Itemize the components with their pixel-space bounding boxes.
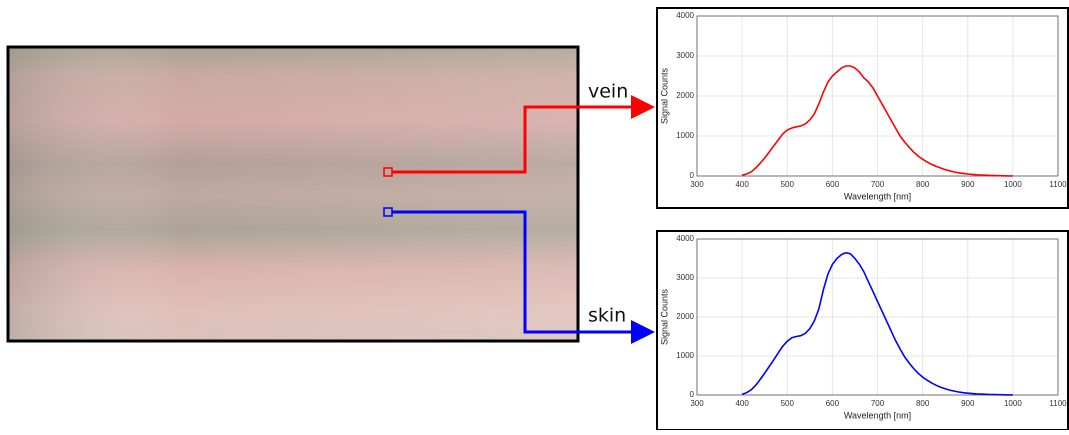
y-tick-label: 0 [690, 390, 695, 399]
y-tick-label: 1000 [676, 131, 694, 140]
y-tick-label: 4000 [676, 234, 694, 243]
x-tick-label: 900 [961, 180, 975, 189]
x-axis-label: Wavelength [nm] [844, 191, 911, 201]
y-axis-label: Signal Counts [659, 288, 669, 345]
x-tick-label: 500 [781, 399, 795, 408]
x-tick-label: 300 [690, 399, 704, 408]
x-tick-label: 500 [781, 180, 795, 189]
x-tick-label: 700 [871, 399, 885, 408]
x-tick-label: 600 [826, 399, 840, 408]
photo [8, 47, 578, 341]
x-tick-label: 900 [961, 399, 975, 408]
y-tick-label: 3000 [676, 273, 694, 282]
x-axis-label: Wavelength [nm] [844, 410, 911, 420]
skin-label: skin [588, 305, 626, 327]
y-axis-label: Signal Counts [659, 67, 669, 124]
y-tick-label: 4000 [676, 11, 694, 20]
x-tick-label: 300 [690, 180, 704, 189]
figure: vein skin 300 400 500 600 700 800 900 1000 1100 0… [0, 0, 1069, 430]
y-tick-label: 2000 [676, 312, 694, 321]
x-tick-label: 400 [735, 180, 749, 189]
chart-frame [657, 8, 1068, 208]
x-tick-label: 1000 [1004, 180, 1022, 189]
x-tick-label: 600 [826, 180, 840, 189]
x-tick-label: 700 [871, 180, 885, 189]
x-tick-label: 400 [735, 399, 749, 408]
y-tick-label: 1000 [676, 351, 694, 360]
x-tick-label: 1100 [1049, 399, 1067, 408]
x-tick-label: 800 [916, 180, 930, 189]
spectrum-chart: 300 400 500 600 700 800 900 1000 1100 0 1000 2000 30… [657, 231, 1068, 430]
x-tick-label: 1100 [1049, 180, 1067, 189]
y-tick-label: 3000 [676, 51, 694, 60]
vein-label: vein [588, 81, 628, 103]
y-tick-label: 2000 [676, 91, 694, 100]
x-tick-label: 1000 [1004, 399, 1022, 408]
spectrum-chart: 300 400 500 600 700 800 900 1000 1100 0 1000 2000 30… [657, 8, 1068, 208]
page: vein skin 300 400 500 600 700 800 900 1000 1100 0… [0, 0, 1069, 430]
x-tick-label: 800 [916, 399, 930, 408]
y-tick-label: 0 [690, 171, 695, 180]
